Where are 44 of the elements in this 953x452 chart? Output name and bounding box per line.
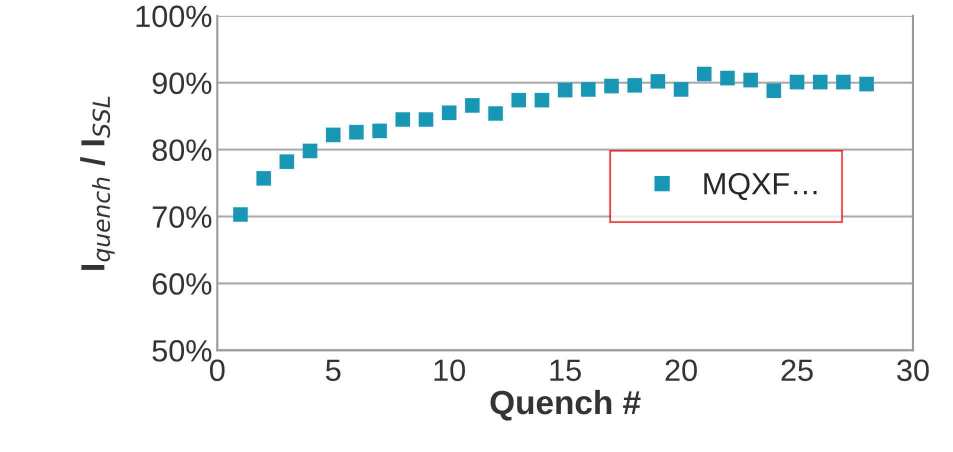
point	[812, 74, 828, 90]
y-tick-label: 90%	[152, 72, 212, 94]
point	[790, 74, 804, 90]
point	[534, 92, 550, 108]
point	[442, 106, 456, 120]
legend-label: MQXF…	[704, 172, 817, 200]
point	[511, 92, 526, 108]
x-tick-label: 0	[210, 359, 225, 382]
point	[766, 83, 782, 98]
point	[696, 66, 712, 82]
point	[488, 106, 503, 121]
point	[859, 76, 874, 92]
x-tick-label: 30	[897, 359, 929, 382]
point	[604, 78, 619, 94]
point	[743, 72, 758, 88]
point	[674, 82, 688, 97]
point	[581, 82, 596, 97]
y-axis-title: I$_{quench}$ / I$_{SSL}$	[80, 96, 115, 270]
x-tick-label: 5	[326, 360, 340, 382]
point	[418, 112, 434, 127]
point	[256, 171, 271, 186]
point	[372, 124, 387, 138]
point	[280, 154, 294, 169]
point	[720, 70, 735, 86]
x-tick-label: 10	[434, 359, 465, 382]
x-tick-label: 20	[666, 359, 697, 382]
x-axis-title: Quench #	[490, 390, 641, 421]
x-tick-label: 15	[550, 360, 581, 382]
point	[233, 207, 248, 222]
point	[627, 78, 642, 93]
point	[836, 74, 851, 90]
point	[558, 82, 572, 98]
x-tick-label: 25	[782, 359, 813, 382]
point	[326, 128, 341, 142]
point	[396, 112, 410, 127]
y-tick-label: 80%	[152, 139, 212, 161]
point	[349, 124, 364, 140]
y-tick-label: 100%	[136, 6, 212, 28]
y-tick-label: 50%	[152, 340, 212, 362]
y-tick-label: 60%	[152, 273, 212, 295]
point	[302, 144, 318, 158]
point	[650, 74, 666, 89]
point	[465, 98, 480, 113]
y-tick-label: 70%	[152, 206, 212, 228]
